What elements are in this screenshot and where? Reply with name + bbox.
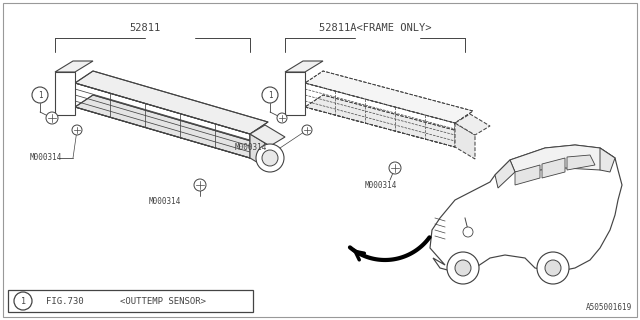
Circle shape bbox=[447, 252, 479, 284]
Polygon shape bbox=[305, 83, 455, 147]
Text: FIG.730: FIG.730 bbox=[46, 297, 84, 306]
Circle shape bbox=[389, 162, 401, 174]
Polygon shape bbox=[250, 125, 285, 146]
Circle shape bbox=[463, 227, 473, 237]
Polygon shape bbox=[567, 155, 595, 170]
Polygon shape bbox=[305, 71, 473, 123]
Text: 52811A<FRAME ONLY>: 52811A<FRAME ONLY> bbox=[319, 23, 431, 33]
Circle shape bbox=[302, 125, 312, 135]
Polygon shape bbox=[495, 160, 515, 188]
Circle shape bbox=[256, 144, 284, 172]
Text: <OUTTEMP SENSOR>: <OUTTEMP SENSOR> bbox=[120, 297, 206, 306]
Polygon shape bbox=[285, 72, 305, 115]
Circle shape bbox=[194, 179, 206, 191]
Polygon shape bbox=[430, 145, 622, 272]
Polygon shape bbox=[305, 95, 473, 147]
Polygon shape bbox=[600, 148, 615, 172]
Text: M000314: M000314 bbox=[365, 180, 397, 189]
Polygon shape bbox=[250, 134, 270, 170]
Circle shape bbox=[32, 87, 48, 103]
Circle shape bbox=[46, 112, 58, 124]
Polygon shape bbox=[75, 95, 268, 158]
Polygon shape bbox=[75, 71, 268, 134]
Text: M000314: M000314 bbox=[235, 143, 268, 153]
Text: 1: 1 bbox=[20, 297, 26, 306]
Circle shape bbox=[262, 87, 278, 103]
Polygon shape bbox=[285, 61, 323, 72]
Circle shape bbox=[455, 260, 471, 276]
Polygon shape bbox=[75, 83, 250, 158]
Text: M000314: M000314 bbox=[149, 197, 181, 206]
Polygon shape bbox=[455, 123, 475, 159]
Text: A505001619: A505001619 bbox=[586, 303, 632, 312]
Text: 1: 1 bbox=[38, 91, 42, 100]
Circle shape bbox=[262, 150, 278, 166]
Circle shape bbox=[72, 125, 82, 135]
Text: M000314: M000314 bbox=[30, 154, 62, 163]
Circle shape bbox=[545, 260, 561, 276]
Polygon shape bbox=[55, 61, 93, 72]
Bar bbox=[8, 290, 253, 312]
Text: 1: 1 bbox=[268, 91, 272, 100]
Polygon shape bbox=[55, 72, 75, 115]
Polygon shape bbox=[515, 165, 540, 185]
Polygon shape bbox=[510, 145, 615, 172]
Circle shape bbox=[277, 113, 287, 123]
Text: 52811: 52811 bbox=[129, 23, 161, 33]
Polygon shape bbox=[455, 114, 490, 135]
Polygon shape bbox=[542, 158, 565, 178]
Circle shape bbox=[537, 252, 569, 284]
Circle shape bbox=[14, 292, 32, 310]
